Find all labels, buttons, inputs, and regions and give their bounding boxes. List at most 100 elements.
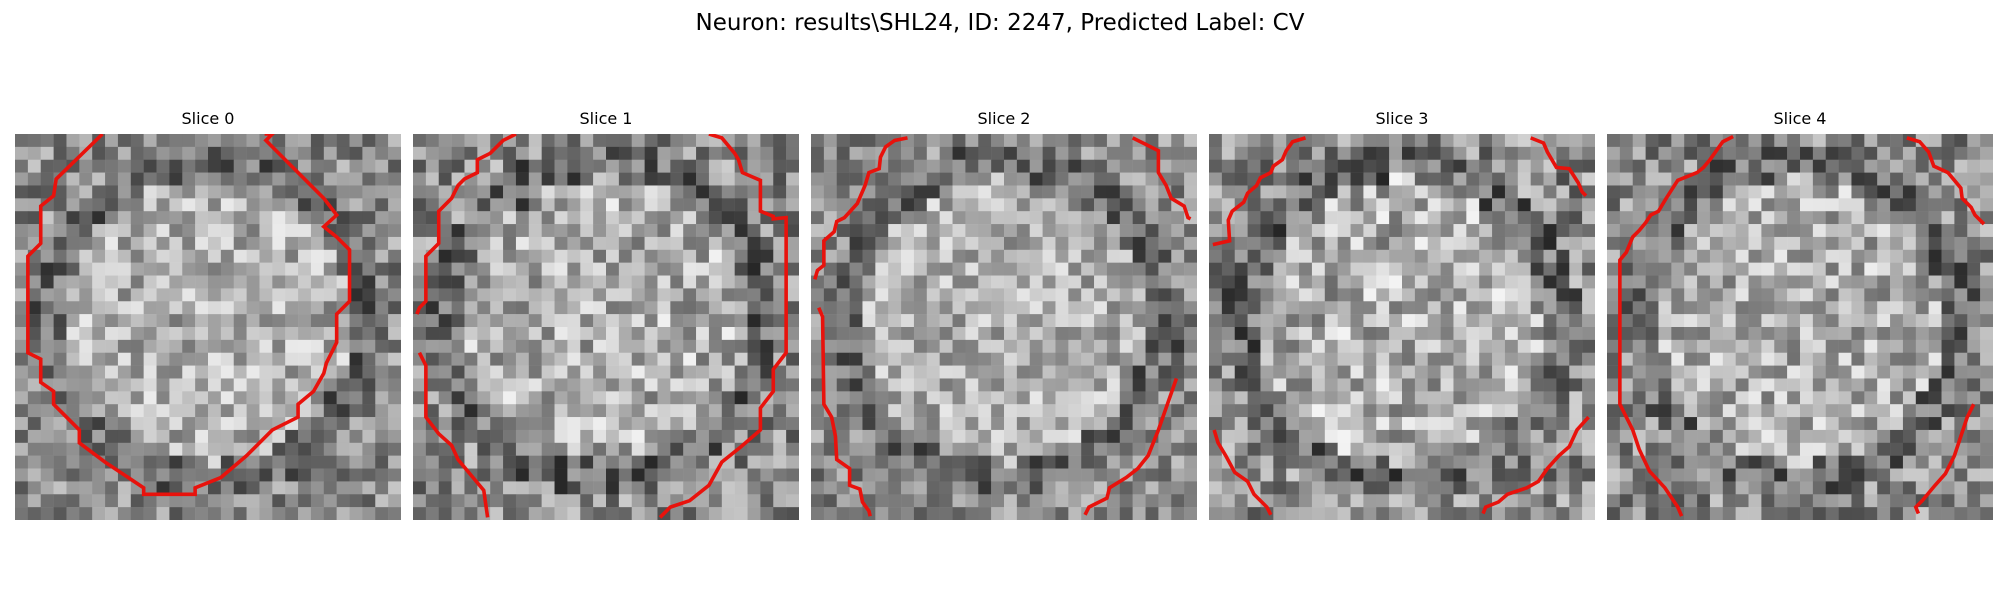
slice-pixel: [1800, 404, 1813, 417]
slice-1-image: [413, 134, 799, 520]
slice-pixel: [1954, 327, 1967, 340]
slice-pixel: [542, 288, 555, 301]
slice-pixel: [1774, 340, 1787, 353]
slice-pixel: [1120, 237, 1133, 250]
slice-pixel: [709, 198, 722, 211]
slice-pixel: [144, 417, 157, 430]
slice-pixel: [1929, 353, 1942, 366]
slice-pixel: [157, 366, 170, 379]
slice-pixel: [1107, 430, 1120, 443]
slice-pixel: [593, 404, 606, 417]
slice-pixel: [1312, 288, 1325, 301]
slice-pixel: [247, 366, 260, 379]
slice-pixel: [1761, 301, 1774, 314]
slice-pixel: [657, 430, 670, 443]
slice-pixel: [388, 469, 401, 482]
slice-pixel: [1942, 378, 1955, 391]
slice-pixel: [1980, 340, 1993, 353]
slice-pixel: [748, 314, 761, 327]
slice-pixel: [28, 417, 41, 430]
slice-pixel: [490, 494, 503, 507]
slice-pixel: [1903, 327, 1916, 340]
slice-pixel: [195, 507, 208, 520]
slice-pixel: [1556, 378, 1569, 391]
slice-pixel: [1273, 469, 1286, 482]
slice-pixel: [1273, 134, 1286, 147]
slice-pixel: [1120, 211, 1133, 224]
slice-pixel: [182, 147, 195, 160]
slice-pixel: [1749, 456, 1762, 469]
slice-pixel: [1929, 224, 1942, 237]
slice-pixel: [1980, 237, 1993, 250]
slice-pixel: [1325, 185, 1338, 198]
slice-pixel: [1068, 185, 1081, 198]
slice-pixel: [464, 211, 477, 224]
slice-pixel: [118, 211, 131, 224]
slice-pixel: [1466, 378, 1479, 391]
slice-pixel: [1363, 263, 1376, 276]
slice-pixel: [1916, 327, 1929, 340]
slice-pixel: [1338, 211, 1351, 224]
slice-pixel: [978, 404, 991, 417]
slice-pixel: [735, 211, 748, 224]
slice-pixel: [1286, 327, 1299, 340]
slice-pixel: [247, 301, 260, 314]
slice-pixel: [79, 507, 92, 520]
slice-pixel: [1299, 173, 1312, 186]
slice-pixel: [862, 417, 875, 430]
slice-pixel: [567, 417, 580, 430]
slice-pixel: [234, 211, 247, 224]
slice-pixel: [1273, 378, 1286, 391]
slice-pixel: [1402, 378, 1415, 391]
slice-pixel: [991, 263, 1004, 276]
slice-pixel: [1171, 327, 1184, 340]
slice-pixel: [362, 391, 375, 404]
slice-pixel: [632, 366, 645, 379]
slice-pixel: [1518, 456, 1531, 469]
slice-pixel: [850, 456, 863, 469]
slice-pixel: [350, 173, 363, 186]
slice-pixel: [1761, 353, 1774, 366]
slice-pixel: [1107, 469, 1120, 482]
slice-pixel: [1851, 185, 1864, 198]
slice-pixel: [1325, 147, 1338, 160]
slice-pixel: [1736, 198, 1749, 211]
slice-pixel: [1068, 301, 1081, 314]
slice-pixel: [1877, 443, 1890, 456]
slice-pixel: [426, 173, 439, 186]
slice-pixel: [208, 173, 221, 186]
slice-pixel: [15, 198, 28, 211]
slice-pixel: [1146, 276, 1159, 289]
slice-pixel: [1441, 185, 1454, 198]
slice-pixel: [1607, 430, 1620, 443]
slice-pixel: [221, 494, 234, 507]
slice-pixel: [606, 430, 619, 443]
slice-pixel: [1749, 378, 1762, 391]
slice-pixel: [593, 224, 606, 237]
slice-pixel: [259, 378, 272, 391]
slice-pixel: [735, 481, 748, 494]
slice-pixel: [1338, 507, 1351, 520]
slice-pixel: [1980, 481, 1993, 494]
slice-pixel: [606, 469, 619, 482]
slice-pixel: [1967, 160, 1980, 173]
slice-panel-2: Slice 2: [811, 108, 1197, 130]
slice-pixel: [1030, 224, 1043, 237]
slice-pixel: [670, 224, 683, 237]
slice-pixel: [1800, 276, 1813, 289]
slice-pixel: [337, 185, 350, 198]
slice-pixel: [1877, 366, 1890, 379]
slice-pixel: [182, 173, 195, 186]
slice-pixel: [580, 185, 593, 198]
slice-pixel: [1171, 353, 1184, 366]
slice-pixel: [1133, 430, 1146, 443]
slice-pixel: [118, 340, 131, 353]
slice-pixel: [1260, 443, 1273, 456]
slice-pixel: [1607, 237, 1620, 250]
slice-pixel: [1864, 211, 1877, 224]
slice-pixel: [1402, 250, 1415, 263]
slice-pixel: [1120, 391, 1133, 404]
slice-pixel: [862, 224, 875, 237]
slice-pixel: [1710, 250, 1723, 263]
slice-pixel: [1273, 417, 1286, 430]
